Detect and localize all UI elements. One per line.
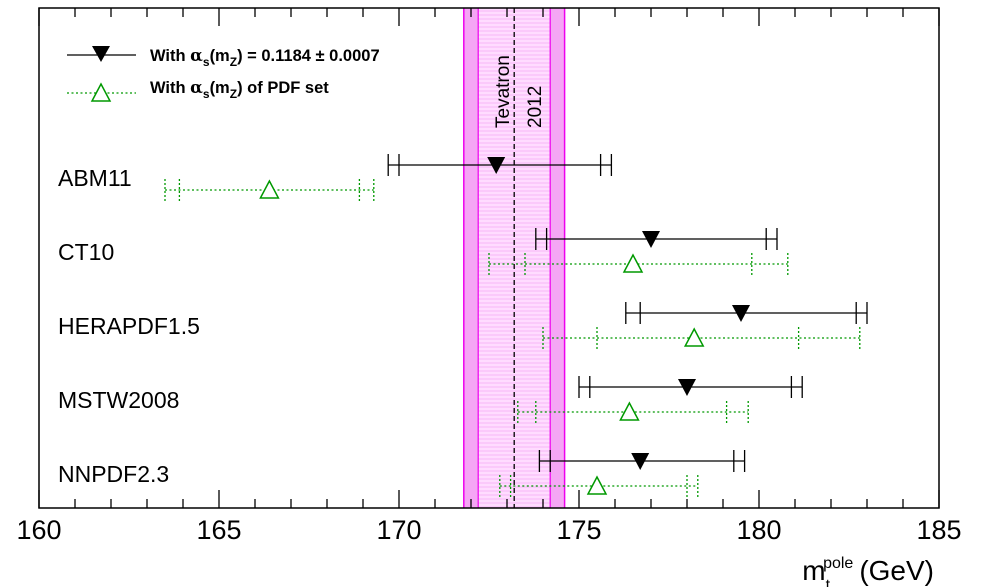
band-label-line1: Tevatron	[493, 55, 514, 128]
legend-label-fixed: With αs(mZ) = 0.1184 ± 0.0007	[150, 46, 380, 69]
pdf-row: MSTW2008	[58, 376, 803, 423]
legend-marker-pdf	[67, 82, 136, 102]
legend-label-pdf: With αs(mZ) of PDF set	[150, 78, 329, 101]
pdf-row: CT10	[58, 228, 789, 275]
pdf-alpha-marker	[622, 253, 644, 273]
pdf-set-label: CT10	[58, 239, 114, 265]
pdf-alpha-marker	[586, 475, 608, 495]
fixed-alpha-marker	[732, 305, 750, 322]
pdf-set-label: ABM11	[58, 165, 132, 191]
pdf-set-label: NNPDF2.3	[58, 461, 169, 487]
x-tick-label: 175	[556, 515, 601, 545]
x-tick-label: 160	[16, 515, 61, 545]
fixed-alpha-marker	[631, 453, 650, 470]
data-rows: ABM11 CT10 HERAPDF1.5 MSTW2008 NNPDF2.3	[58, 154, 868, 497]
pdf-row: NNPDF2.3	[58, 450, 746, 497]
pdf-alpha-marker	[259, 179, 280, 199]
legend-marker-fixed	[67, 46, 136, 62]
pdf-set-label: HERAPDF1.5	[58, 313, 200, 339]
x-tick-label: 170	[376, 515, 421, 545]
x-tick-label: 180	[736, 515, 781, 545]
pdf-alpha-marker	[619, 401, 640, 421]
pdf-set-label: MSTW2008	[58, 387, 179, 413]
x-tick-label: 185	[916, 515, 961, 545]
pdf-row: HERAPDF1.5	[58, 302, 868, 349]
x-axis-ticks	[38, 8, 940, 508]
pdf-row: ABM11	[58, 154, 613, 201]
x-axis-tick-labels: 160 165 170 175 180 185	[16, 515, 961, 545]
pdf-alpha-marker	[683, 327, 705, 347]
fixed-alpha-marker	[487, 157, 506, 174]
band-label-line2: 2012	[525, 86, 546, 128]
fixed-alpha-marker	[642, 231, 660, 248]
legend: With αs(mZ) = 0.1184 ± 0.0007 With αs(mZ…	[67, 46, 380, 102]
tevatron-band	[463, 8, 566, 508]
fixed-alpha-marker	[678, 379, 696, 396]
x-tick-label: 165	[196, 515, 241, 545]
plot-frame	[38, 7, 940, 509]
x-axis-title: mtpole (GeV)	[802, 555, 934, 587]
